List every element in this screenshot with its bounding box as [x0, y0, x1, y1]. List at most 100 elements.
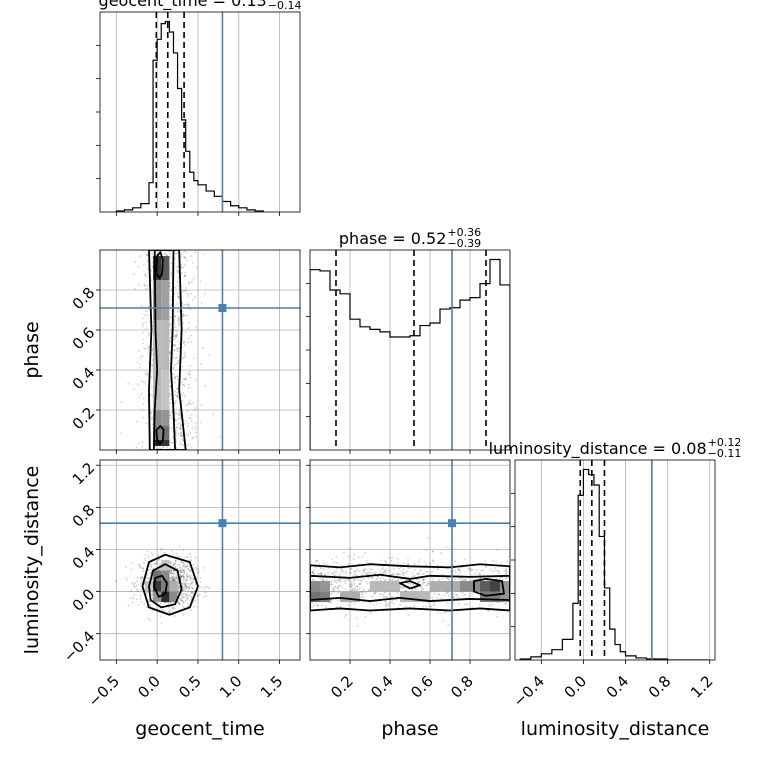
- sample-point: [178, 417, 181, 419]
- sample-point: [336, 587, 339, 590]
- sample-point: [136, 589, 139, 592]
- sample-point: [402, 572, 405, 575]
- sample-point: [494, 569, 497, 572]
- sample-point: [172, 356, 175, 359]
- sample-point: [170, 570, 173, 573]
- sample-point: [170, 569, 172, 572]
- sample-point: [170, 417, 173, 420]
- sample-point: [146, 254, 149, 257]
- sample-point: [497, 570, 500, 573]
- x-tick-label: 1.5: [257, 672, 287, 702]
- sample-point: [178, 347, 181, 350]
- sample-point: [172, 575, 174, 578]
- sample-point: [171, 572, 174, 575]
- sample-point: [169, 255, 172, 258]
- sample-point: [190, 281, 193, 284]
- sample-point: [146, 347, 148, 350]
- sample-point: [178, 588, 181, 591]
- sample-point: [137, 604, 139, 606]
- sample-point: [182, 356, 185, 359]
- sample-point: [185, 578, 188, 580]
- sample-point: [176, 392, 179, 394]
- sample-point: [177, 581, 180, 584]
- y-tick-label: 0.2: [69, 404, 99, 434]
- sample-point: [187, 303, 190, 305]
- title-sup: +0.36: [447, 226, 481, 239]
- sample-point: [463, 593, 466, 596]
- sample-point: [203, 252, 206, 255]
- sample-point: [184, 585, 187, 588]
- sample-point: [504, 572, 507, 575]
- sample-point: [493, 567, 496, 569]
- sample-point: [190, 556, 192, 559]
- sample-point: [151, 394, 154, 397]
- sample-point: [392, 602, 395, 605]
- sample-point: [169, 610, 172, 613]
- sample-point: [358, 587, 361, 590]
- sample-point: [140, 575, 143, 578]
- sample-point: [138, 566, 141, 569]
- sample-point: [464, 579, 467, 582]
- sample-point: [188, 281, 190, 283]
- sample-point: [174, 326, 176, 329]
- sample-point: [174, 345, 177, 347]
- sample-point: [190, 413, 193, 416]
- sample-point: [456, 593, 459, 596]
- sample-point: [146, 373, 149, 376]
- sample-point: [414, 589, 417, 592]
- sample-point: [392, 567, 395, 570]
- sample-point: [142, 397, 145, 400]
- sample-point: [170, 562, 172, 565]
- sample-point: [179, 424, 182, 427]
- sample-point: [194, 425, 197, 428]
- sample-point: [189, 334, 192, 337]
- sample-point: [461, 577, 464, 580]
- sample-point: [452, 593, 455, 596]
- sample-point: [350, 580, 352, 583]
- sample-point: [135, 580, 138, 583]
- sample-point: [174, 402, 177, 405]
- sample-point: [355, 589, 358, 592]
- sample-point: [420, 586, 423, 589]
- sample-point: [378, 571, 381, 574]
- sample-point: [182, 392, 185, 395]
- x-tick-label: 0.0: [134, 672, 164, 702]
- sample-point: [184, 275, 187, 277]
- sample-point: [168, 556, 171, 559]
- sample-point: [183, 395, 186, 397]
- sample-point: [139, 362, 142, 365]
- sample-point: [313, 604, 316, 607]
- sample-point: [183, 385, 186, 387]
- sample-point: [385, 600, 387, 602]
- sample-point: [173, 401, 176, 404]
- sample-point: [177, 270, 180, 273]
- sample-point: [177, 418, 180, 421]
- sample-point: [178, 414, 181, 417]
- sample-point: [384, 571, 387, 574]
- sample-point: [177, 359, 180, 362]
- sample-point: [173, 578, 175, 581]
- sample-point: [175, 419, 178, 422]
- panel-border: [99, 249, 301, 451]
- sample-point: [149, 604, 152, 607]
- sample-point: [148, 600, 150, 603]
- sample-point: [353, 589, 356, 592]
- sample-point: [174, 578, 177, 581]
- sample-point: [182, 579, 185, 582]
- sample-point: [379, 577, 381, 579]
- sample-point: [321, 579, 324, 582]
- sample-point: [356, 568, 359, 571]
- sample-point: [170, 296, 173, 298]
- sample-point: [139, 597, 141, 600]
- sample-point: [398, 567, 400, 570]
- sample-point: [170, 572, 172, 575]
- sample-point: [187, 401, 190, 404]
- sample-point: [359, 596, 362, 599]
- sample-point: [165, 446, 168, 449]
- sample-point: [331, 589, 334, 592]
- sample-point: [177, 591, 180, 594]
- sample-point: [173, 572, 176, 575]
- sample-point: [175, 575, 178, 578]
- sample-point: [407, 614, 410, 617]
- sample-point: [130, 568, 133, 571]
